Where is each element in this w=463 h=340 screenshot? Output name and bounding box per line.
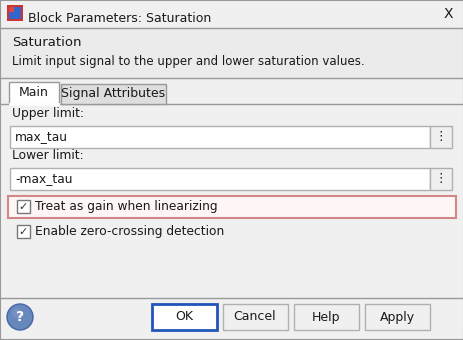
Bar: [10, 168, 429, 190]
Text: Signal Attributes: Signal Attributes: [61, 87, 165, 101]
Text: ✓: ✓: [18, 227, 28, 237]
Bar: [61, 84, 166, 104]
Bar: [294, 304, 358, 330]
Bar: [0, 0, 463, 28]
Bar: [429, 168, 451, 190]
Bar: [9, 7, 21, 19]
Circle shape: [7, 304, 33, 330]
Text: Enable zero-crossing detection: Enable zero-crossing detection: [35, 225, 224, 238]
Text: Block Parameters: Saturation: Block Parameters: Saturation: [28, 12, 211, 24]
Bar: [17, 200, 30, 213]
Text: Cancel: Cancel: [233, 310, 276, 323]
Text: Saturation: Saturation: [12, 35, 81, 49]
Text: Help: Help: [311, 310, 339, 323]
Bar: [429, 126, 451, 148]
Bar: [152, 304, 217, 330]
Text: Limit input signal to the upper and lower saturation values.: Limit input signal to the upper and lowe…: [12, 55, 364, 68]
Text: ✓: ✓: [18, 202, 28, 212]
Text: Apply: Apply: [379, 310, 413, 323]
Bar: [1, 104, 462, 334]
Text: -max_tau: -max_tau: [15, 172, 72, 186]
Text: Main: Main: [19, 86, 49, 100]
Text: Lower limit:: Lower limit:: [12, 150, 83, 163]
Text: Upper limit:: Upper limit:: [12, 107, 84, 120]
Bar: [9, 7, 14, 12]
Bar: [8, 196, 455, 218]
Text: max_tau: max_tau: [15, 131, 68, 143]
Text: ⋮: ⋮: [434, 172, 446, 186]
Bar: [17, 225, 30, 238]
Circle shape: [12, 308, 22, 318]
Text: Treat as gain when linearizing: Treat as gain when linearizing: [35, 201, 217, 214]
Bar: [364, 304, 429, 330]
Text: X: X: [442, 7, 452, 21]
Text: ⋮: ⋮: [434, 131, 446, 143]
Text: OK: OK: [175, 310, 193, 323]
Bar: [1, 28, 462, 78]
Bar: [7, 5, 23, 21]
Bar: [223, 304, 288, 330]
Bar: [10, 126, 429, 148]
Text: ?: ?: [16, 310, 24, 324]
Bar: [9, 82, 59, 104]
